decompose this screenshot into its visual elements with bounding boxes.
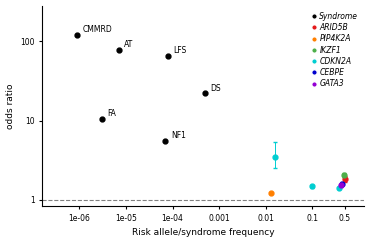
Text: FA: FA [107,109,116,118]
Text: AT: AT [124,40,134,49]
Text: LFS: LFS [174,46,187,55]
Text: NF1: NF1 [171,131,186,140]
Text: DS: DS [211,84,221,93]
X-axis label: Risk allele/syndrome frequency: Risk allele/syndrome frequency [132,228,275,237]
Legend: Syndrome, ARID5B, PIP4K2A, IKZF1, CDKN2A, CEBPE, GATA3: Syndrome, ARID5B, PIP4K2A, IKZF1, CDKN2A… [310,9,361,91]
Text: CMMRD: CMMRD [83,25,113,34]
Y-axis label: odds ratio: odds ratio [6,83,14,129]
